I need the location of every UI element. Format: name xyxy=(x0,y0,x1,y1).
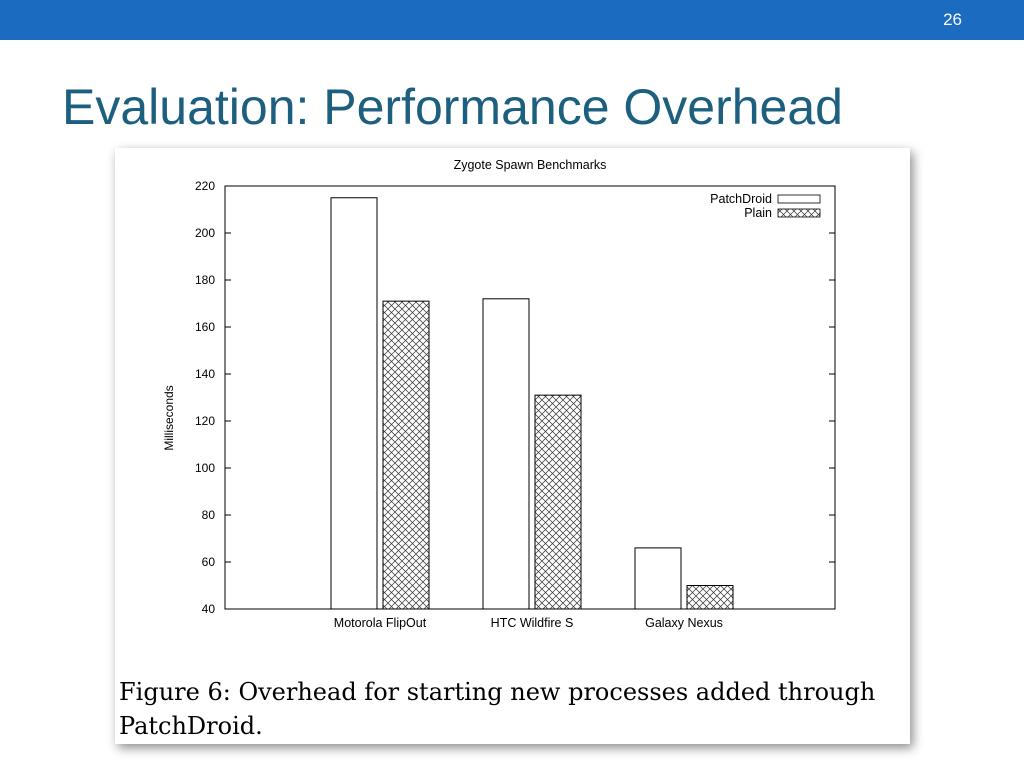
legend: PatchDroid Plain xyxy=(710,192,821,220)
x-axis-labels: Motorola FlipOut HTC Wildfire S Galaxy Nex… xyxy=(334,616,723,630)
top-bar: 26 xyxy=(0,0,1024,40)
y-tick-label: 140 xyxy=(195,367,215,381)
legend-swatch-patchdroid xyxy=(777,194,821,204)
y-tick-label: 80 xyxy=(202,508,216,522)
y-tick-label: 180 xyxy=(195,273,215,287)
y-tick-label: 200 xyxy=(195,226,215,240)
plot-frame xyxy=(224,185,836,610)
x-tick-label: HTC Wildfire S xyxy=(491,616,574,630)
chart-title: Zygote Spawn Benchmarks xyxy=(454,158,607,172)
legend-label-plain: Plain xyxy=(744,206,772,220)
y-tick-label: 120 xyxy=(195,414,215,428)
bar-patchdroid-2 xyxy=(634,547,682,610)
bar-plain-2 xyxy=(686,585,734,610)
bar-plain-1 xyxy=(534,394,582,610)
bar-patchdroid-0 xyxy=(330,197,378,610)
y-tick-label: 100 xyxy=(195,461,215,475)
x-tick-label: Galaxy Nexus xyxy=(645,616,723,630)
y-axis-label: Milliseconds xyxy=(162,385,176,450)
x-tick-label: Motorola FlipOut xyxy=(334,616,427,630)
y-tick-label: 220 xyxy=(195,179,215,193)
legend-swatch-plain xyxy=(777,208,821,218)
bar-patchdroid-1 xyxy=(482,298,530,610)
figure-panel: Zygote Spawn Benchmarks Milliseconds 40 6… xyxy=(115,148,910,744)
y-tick-label: 60 xyxy=(202,555,216,569)
y-tick-label: 160 xyxy=(195,320,215,334)
y-axis-ticks: 40 60 80 100 120 140 160 180 200 220 xyxy=(195,179,835,616)
slide-number: 26 xyxy=(943,10,962,29)
slide-title: Evaluation: Performance Overhead xyxy=(62,79,843,135)
bar-chart: Zygote Spawn Benchmarks Milliseconds 40 6… xyxy=(162,158,836,630)
figure-caption: Figure 6: Overhead for starting new proc… xyxy=(119,678,876,740)
bars xyxy=(330,197,734,610)
y-tick-label: 40 xyxy=(202,602,216,616)
legend-label-patchdroid: PatchDroid xyxy=(710,192,772,206)
bar-plain-0 xyxy=(382,300,430,610)
